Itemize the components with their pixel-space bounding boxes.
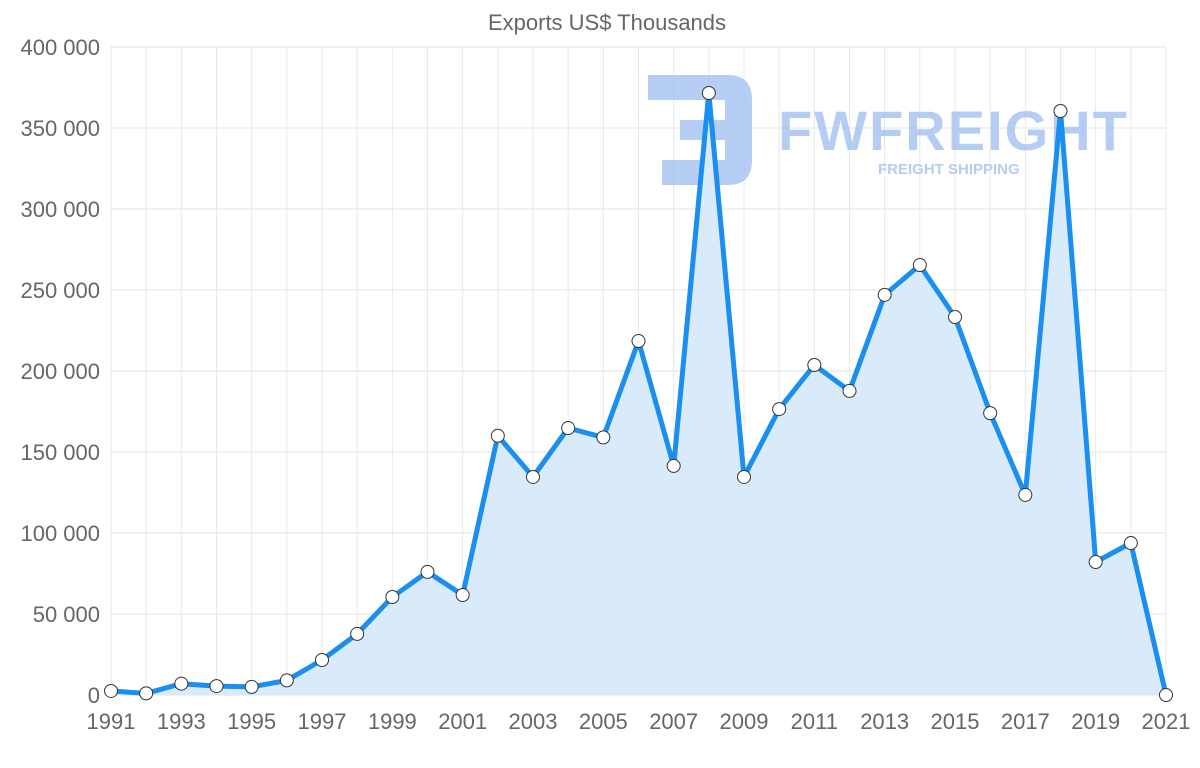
data-point: [807, 358, 822, 373]
x-tick-label: 2005: [579, 709, 628, 734]
x-tick-label: 2011: [791, 709, 838, 734]
data-point: [526, 469, 540, 484]
data-point: [139, 686, 154, 701]
data-point: [455, 588, 470, 603]
data-point: [877, 287, 892, 302]
data-point: [1123, 536, 1138, 551]
y-tick-label: 400 000: [20, 35, 100, 60]
x-tick-label: 1991: [87, 709, 136, 734]
data-point: [350, 626, 365, 641]
data-point: [1018, 487, 1033, 502]
data-point: [701, 86, 716, 101]
y-tick-label: 100 000: [20, 521, 100, 546]
data-point: [1053, 103, 1068, 118]
x-tick-label: 1997: [298, 709, 347, 734]
x-tick-label: 2009: [720, 709, 769, 734]
data-point: [842, 383, 857, 398]
data-point: [983, 406, 998, 421]
x-tick-label: 2003: [509, 709, 558, 734]
data-point: [490, 428, 505, 443]
x-tick-label: 2019: [1071, 709, 1120, 734]
x-tick-label: 2007: [649, 709, 698, 734]
data-point: [279, 673, 294, 688]
data-point: [737, 469, 751, 484]
data-point: [666, 458, 681, 473]
x-tick-label: 2015: [931, 709, 980, 734]
x-tick-label: 1993: [157, 709, 206, 734]
y-tick-label: 150 000: [20, 440, 100, 465]
data-point: [315, 653, 329, 668]
data-point: [596, 430, 611, 445]
data-point: [631, 334, 646, 349]
data-point: [561, 421, 576, 436]
data-point: [244, 679, 259, 694]
data-points: [104, 86, 1173, 702]
x-tick-label: 2017: [1001, 709, 1050, 734]
y-tick-label: 250 000: [20, 278, 100, 303]
y-tick-label: 50 000: [33, 602, 100, 627]
data-point: [420, 564, 435, 579]
y-axis: 0 50 000 100 000 150 000 200 000 250 000 300 0…: [20, 35, 100, 708]
x-tick-label: 2021: [1142, 709, 1191, 734]
logo-mark-icon: [648, 75, 752, 185]
y-tick-label: 350 000: [20, 116, 100, 141]
data-point: [912, 258, 927, 273]
y-tick-label: 0: [88, 683, 100, 708]
x-axis: 1991 1993 1995 1997 1999 2001 2003 2005 2007 2009…: [87, 709, 1191, 734]
data-point: [104, 683, 118, 698]
data-point: [209, 679, 224, 694]
x-tick-label: 1995: [227, 709, 276, 734]
data-point: [772, 402, 787, 417]
y-tick-label: 200 000: [20, 359, 100, 384]
x-tick-label: 2001: [438, 709, 487, 734]
chart-title: Exports US$ Thousands: [488, 10, 726, 35]
data-point: [385, 589, 400, 604]
x-tick-label: 2013: [860, 709, 909, 734]
series-area: [111, 93, 1166, 695]
y-tick-label: 300 000: [20, 197, 100, 222]
data-point: [1088, 554, 1103, 569]
svg-text:FREIGHT SHIPPING: FREIGHT SHIPPING: [878, 161, 1020, 178]
data-point: [174, 676, 189, 691]
x-tick-label: 1999: [368, 709, 417, 734]
svg-text:FWFREIGHT: FWFREIGHT: [778, 99, 1129, 162]
data-point: [948, 310, 962, 325]
watermark-logo: FWFREIGHT FREIGHT SHIPPING: [648, 75, 1129, 185]
data-point: [1159, 688, 1173, 702]
